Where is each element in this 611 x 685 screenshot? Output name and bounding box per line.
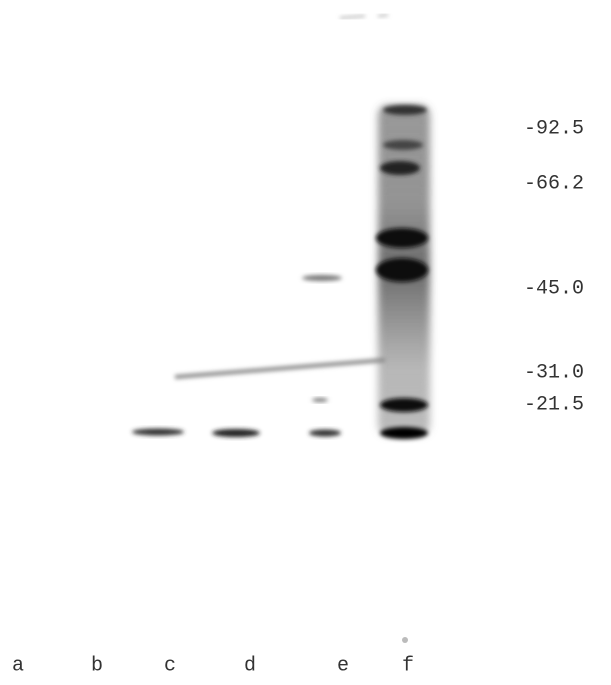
lane-label: a xyxy=(12,654,24,677)
band xyxy=(132,429,184,436)
band xyxy=(380,398,428,412)
lane-label: c xyxy=(164,654,176,677)
band xyxy=(380,161,420,175)
lane-label: d xyxy=(244,654,256,677)
band xyxy=(302,275,342,281)
lane-label: e xyxy=(337,654,349,677)
background xyxy=(0,0,611,685)
band xyxy=(376,228,428,248)
marker-label: -31.0 xyxy=(524,361,584,384)
lane-label: f xyxy=(402,654,414,677)
band xyxy=(383,140,423,150)
gel-figure: -92.5 -66.2 -45.0 -31.0 -21.5 a b c d e f xyxy=(0,0,611,685)
marker-label: -45.0 xyxy=(524,277,584,300)
lane-label: b xyxy=(91,654,103,677)
band xyxy=(212,429,260,437)
band xyxy=(309,430,341,437)
band xyxy=(376,258,428,282)
band xyxy=(383,105,427,115)
marker-label: -66.2 xyxy=(524,172,584,195)
marker-label: -92.5 xyxy=(524,117,584,140)
band xyxy=(312,398,328,402)
band xyxy=(380,427,428,439)
marker-label: -21.5 xyxy=(524,393,584,416)
artifact xyxy=(402,637,408,643)
